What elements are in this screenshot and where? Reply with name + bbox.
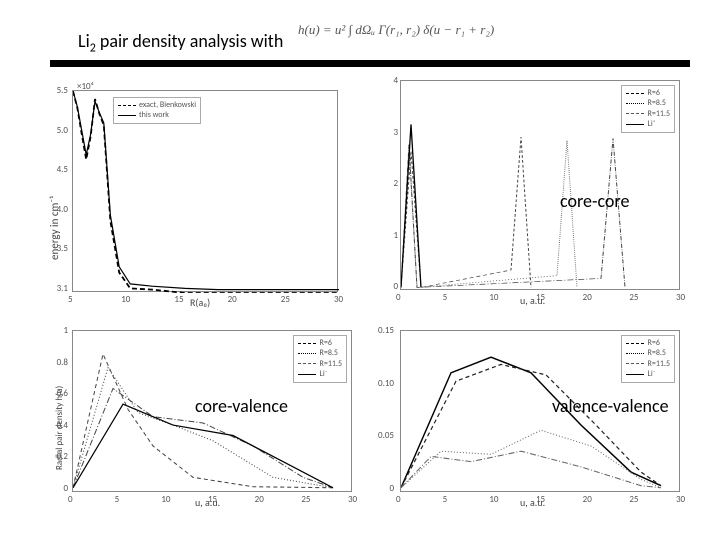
tick: 5 xyxy=(68,294,73,305)
tick: 20 xyxy=(255,494,264,505)
tick: 0 xyxy=(374,281,398,292)
tick: 15 xyxy=(208,494,217,505)
tick: 0 xyxy=(370,483,394,494)
chart-tl xyxy=(73,91,339,293)
tick: 30 xyxy=(334,294,343,305)
tick: 20 xyxy=(228,294,237,305)
tick: 20 xyxy=(583,292,592,303)
tick: 0.4 xyxy=(44,420,68,431)
tick: 0.8 xyxy=(44,357,68,368)
tick: 4 xyxy=(374,75,398,86)
xlabel-tl: R(a₀) xyxy=(190,296,210,309)
tick: 4.5 xyxy=(44,164,68,175)
tick: 0 xyxy=(396,494,401,505)
tick: 0.2 xyxy=(44,451,68,462)
slide-title: Li2 pair density analysis with xyxy=(78,30,283,56)
tick: 0 xyxy=(68,494,73,505)
tick: 1 xyxy=(374,230,398,241)
tick: 5 xyxy=(115,494,120,505)
tick: 1 xyxy=(44,325,68,336)
title-rest: pair density analysis with xyxy=(96,30,284,52)
tick: 10 xyxy=(489,494,498,505)
label-core-valence: core-valence xyxy=(195,395,288,417)
tick: 25 xyxy=(281,294,290,305)
tick: 0 xyxy=(396,292,401,303)
title-prefix: Li xyxy=(78,30,90,52)
tick: 5 xyxy=(443,494,448,505)
tick: 10 xyxy=(489,292,498,303)
tick: 4.0 xyxy=(44,204,68,215)
tick: 3.1 xyxy=(44,283,68,294)
tick: 25 xyxy=(629,494,638,505)
tick: 30 xyxy=(348,494,357,505)
tick: 15 xyxy=(536,292,545,303)
tick: 3.5 xyxy=(44,243,68,254)
label-core-core: core-core xyxy=(560,190,629,212)
tick: 15 xyxy=(536,494,545,505)
tick: 3 xyxy=(374,127,398,138)
panel-core-core: R=6 R=8.5 R=11.5 Li⁺ xyxy=(400,80,680,290)
tick: 25 xyxy=(301,494,310,505)
tick: 25 xyxy=(629,292,638,303)
tick: 0.15 xyxy=(370,325,394,336)
tick: 5.0 xyxy=(44,125,68,136)
tick: 5.5 xyxy=(44,85,68,96)
chart-tr xyxy=(401,81,681,291)
tick: 0.05 xyxy=(370,430,394,441)
title-rule xyxy=(50,60,690,67)
tick: 0.6 xyxy=(44,388,68,399)
tick: 30 xyxy=(676,494,685,505)
tick: 30 xyxy=(676,292,685,303)
tick: 15 xyxy=(174,294,183,305)
panel-energy: ×10⁴ exact, Bienkowski this work xyxy=(72,90,338,292)
tick: 5 xyxy=(443,292,448,303)
formula: h(u) = u² ∫ dΩᵤ Γ(r₁, r₂) δ(u − r₁ + r₂) xyxy=(298,22,494,38)
tick: 10 xyxy=(121,294,130,305)
tick: 2 xyxy=(374,178,398,189)
tick: 0 xyxy=(44,483,68,494)
label-valence-valence: valence-valence xyxy=(552,395,669,417)
tick: 20 xyxy=(583,494,592,505)
tick: 10 xyxy=(161,494,170,505)
tick: 0.10 xyxy=(370,378,394,389)
